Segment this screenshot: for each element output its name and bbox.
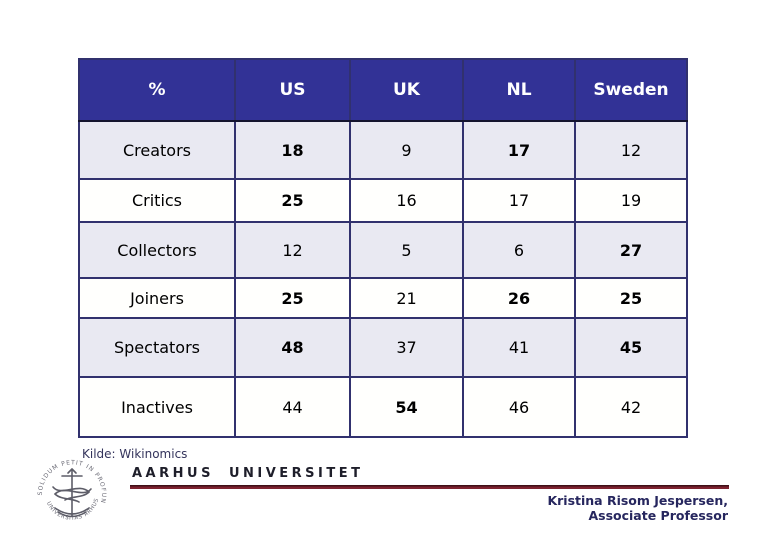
cell-value: 26	[462, 277, 576, 319]
table-row-collectors: Collectors 12 5 6 27	[78, 221, 688, 279]
cell-value: 6	[462, 221, 576, 279]
cell-value: 5	[349, 221, 464, 279]
cell-value: 25	[574, 277, 688, 319]
table-row-creators: Creators 18 9 17 12	[78, 120, 688, 180]
table-row-spectators: Spectators 48 37 41 45	[78, 317, 688, 378]
row-label: Creators	[78, 120, 236, 180]
cell-value: 9	[349, 120, 464, 180]
cell-value: 44	[234, 376, 351, 438]
author-title: Associate Professor	[588, 508, 728, 523]
cell-value: 12	[574, 120, 688, 180]
seal-motto-top: SOLIDUM PETIT IN PROFUNDIS	[31, 456, 106, 504]
row-label: Joiners	[78, 277, 236, 319]
source-note: Kilde: Wikinomics	[82, 447, 188, 461]
row-label: Spectators	[78, 317, 236, 378]
cell-value: 25	[234, 178, 351, 223]
seal-emblem	[52, 468, 92, 518]
col-header-sweden: Sweden	[574, 58, 688, 122]
col-header-nl: NL	[462, 58, 576, 122]
cell-value: 42	[574, 376, 688, 438]
aarhus-university-seal-icon: SOLIDUM PETIT IN PROFUNDIS UNIVERSITAS A…	[31, 456, 107, 522]
cell-value: 19	[574, 178, 688, 223]
cell-value: 37	[349, 317, 464, 378]
university-wordmark: AARHUS UNIVERSITET	[132, 466, 364, 481]
cell-value: 41	[462, 317, 576, 378]
accent-divider-line	[130, 485, 729, 489]
row-label: Inactives	[78, 376, 236, 438]
table-row-joiners: Joiners 25 21 26 25	[78, 277, 688, 319]
table-header-row: % US UK NL Sweden	[78, 58, 688, 122]
row-label: Collectors	[78, 221, 236, 279]
cell-value: 54	[349, 376, 464, 438]
row-label: Critics	[78, 178, 236, 223]
col-header-percent: %	[78, 58, 236, 122]
cell-value: 17	[462, 120, 576, 180]
author-name: Kristina Risom Jespersen,	[547, 493, 728, 508]
cell-value: 48	[234, 317, 351, 378]
cell-value: 18	[234, 120, 351, 180]
cell-value: 46	[462, 376, 576, 438]
svg-text:SOLIDUM PETIT IN PROFUNDIS: SOLIDUM PETIT IN PROFUNDIS	[31, 456, 107, 504]
cell-value: 27	[574, 221, 688, 279]
table-row-critics: Critics 25 16 17 19	[78, 178, 688, 223]
cell-value: 21	[349, 277, 464, 319]
cell-value: 25	[234, 277, 351, 319]
cell-value: 45	[574, 317, 688, 378]
author-credit: Kristina Risom Jespersen, Associate Prof…	[547, 493, 728, 523]
col-header-us: US	[234, 58, 351, 122]
table-row-inactives: Inactives 44 54 46 42	[78, 376, 688, 438]
cell-value: 17	[462, 178, 576, 223]
technographics-table: % US UK NL Sweden Creators 18 9 17 12 Cr…	[78, 58, 688, 438]
cell-value: 12	[234, 221, 351, 279]
col-header-uk: UK	[349, 58, 464, 122]
cell-value: 16	[349, 178, 464, 223]
